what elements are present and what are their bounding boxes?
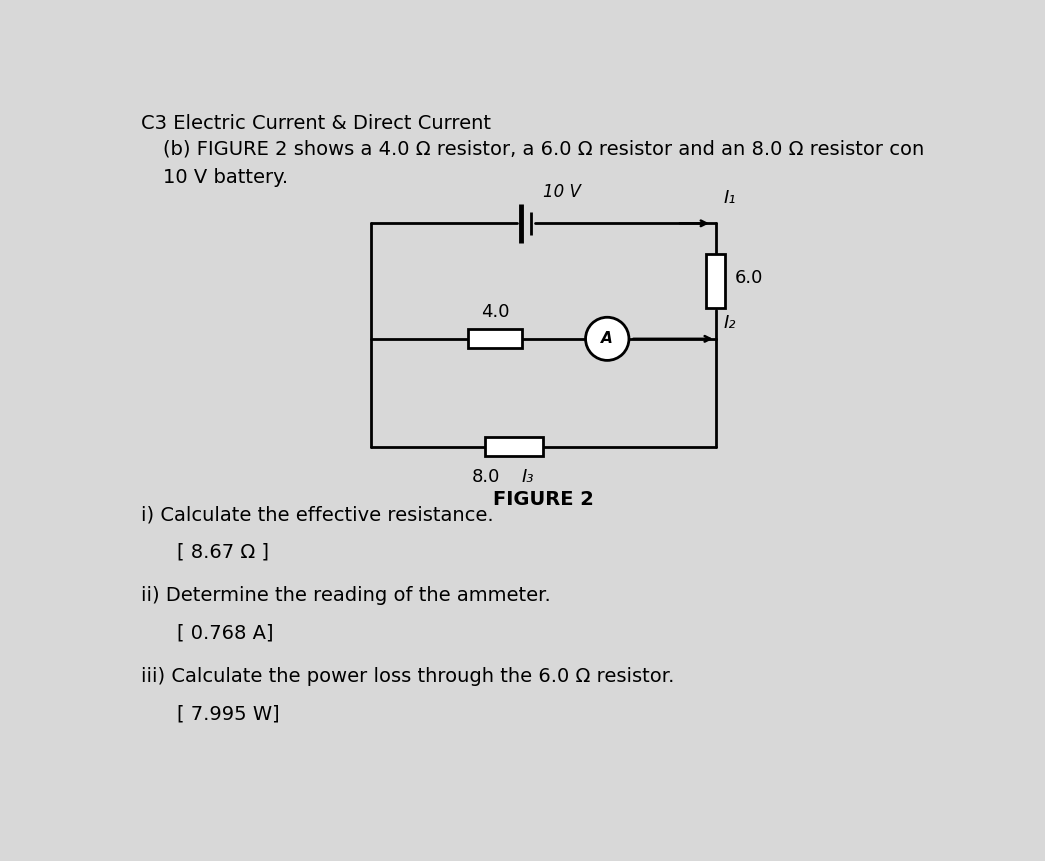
Text: 6.0: 6.0 (735, 269, 763, 287)
Text: I₃: I₃ (522, 468, 534, 486)
Text: 10 V: 10 V (543, 183, 581, 201)
Text: A: A (601, 331, 613, 345)
Text: FIGURE 2: FIGURE 2 (493, 489, 594, 508)
Text: iii) Calculate the power loss through the 6.0 Ω resistor.: iii) Calculate the power loss through th… (141, 666, 674, 685)
Text: [ 8.67 Ω ]: [ 8.67 Ω ] (177, 542, 270, 561)
Text: 10 V battery.: 10 V battery. (163, 168, 288, 187)
Bar (468, 330, 522, 349)
Text: I₂: I₂ (723, 313, 736, 331)
Circle shape (585, 318, 629, 361)
Bar (485, 437, 543, 456)
Bar (706, 255, 725, 309)
Text: C3 Electric Current & Direct Current: C3 Electric Current & Direct Current (141, 115, 491, 133)
Text: 8.0: 8.0 (471, 468, 500, 486)
Text: [ 0.768 A]: [ 0.768 A] (177, 623, 274, 641)
Text: (b) FIGURE 2 shows a 4.0 Ω resistor, a 6.0 Ω resistor and an 8.0 Ω resistor con: (b) FIGURE 2 shows a 4.0 Ω resistor, a 6… (163, 139, 925, 158)
Text: 4.0: 4.0 (481, 302, 509, 320)
Text: ii) Determine the reading of the ammeter.: ii) Determine the reading of the ammeter… (141, 585, 551, 604)
Text: i) Calculate the effective resistance.: i) Calculate the effective resistance. (141, 505, 493, 523)
Text: [ 7.995 W]: [ 7.995 W] (177, 703, 280, 722)
Text: I₁: I₁ (723, 189, 736, 208)
